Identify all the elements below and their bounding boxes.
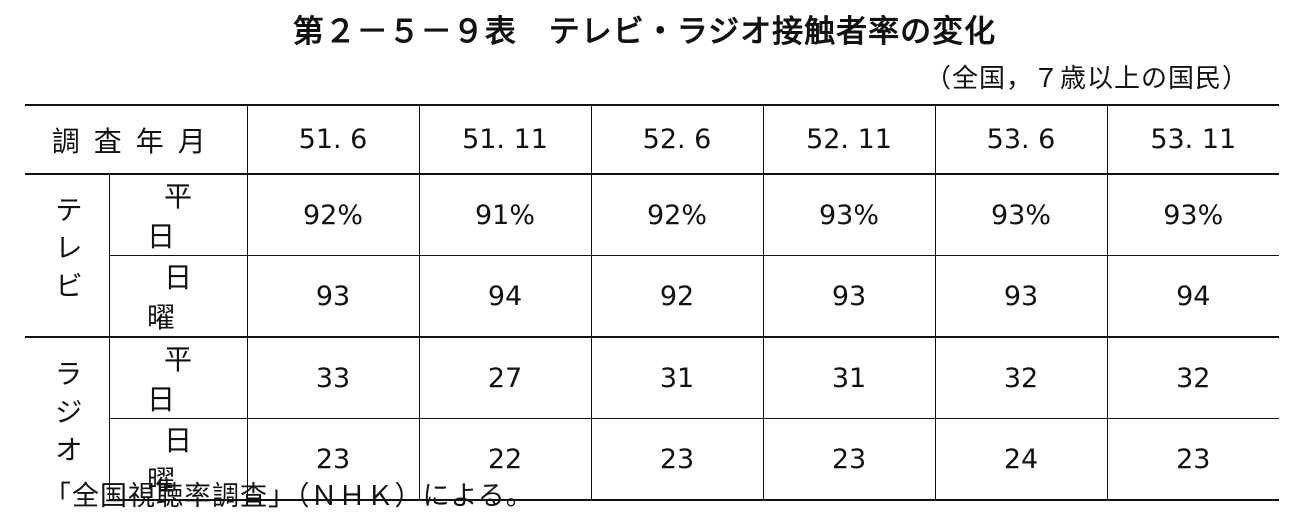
table-title: 第２－５－９表 テレビ・ラジオ接触者率の変化 [292, 14, 997, 50]
column-header: 52. 6 [590, 104, 764, 174]
table-cell: 32 [1106, 336, 1280, 419]
table-cell: 92% [590, 173, 764, 256]
row-label-cell: 日曜 [108, 255, 248, 337]
table-cell: 23 [246, 418, 420, 501]
table-cell: 23 [1106, 418, 1280, 501]
table-cell: 92% [246, 173, 420, 256]
table-cell: 93% [934, 173, 1108, 256]
table-cell: 93% [762, 173, 936, 256]
header-row: 調査年月 51. 6 51. 11 52. 6 52. 11 53. 6 53.… [25, 104, 1280, 174]
table-cell: 92 [590, 255, 764, 337]
column-header: 53. 6 [934, 104, 1108, 174]
row-label: 平日 [147, 180, 227, 253]
table-subtitle: （全国，７歳以上の国民） [924, 64, 1249, 94]
group-label-cell-radio: ラジオ [25, 336, 109, 500]
header-label: 調査年月 [51, 124, 220, 158]
row-label: 日曜 [147, 424, 227, 497]
table-cell: 23 [762, 418, 936, 501]
table-row: テレビ 平日 92% 91% 92% 93% 93% 93% [25, 173, 1280, 337]
table-cell: 93 [246, 255, 420, 337]
table-cell: 93 [934, 255, 1108, 337]
column-header: 52. 11 [762, 104, 936, 174]
row-label-cell: 平日 [108, 173, 248, 256]
table-cell: 31 [590, 336, 764, 419]
footnote: 「全国視聴率調査」（ＮＨＫ）による。 [44, 481, 534, 512]
table-cell: 31 [762, 336, 936, 419]
row-label: 平日 [147, 343, 227, 416]
table-cell: 94 [418, 255, 592, 337]
data-table: 調査年月 51. 6 51. 11 52. 6 52. 11 53. 6 53.… [25, 104, 1280, 501]
table-cell: 91% [418, 173, 592, 256]
row-label-cell: 日曜 [108, 418, 248, 501]
table-cell: 27 [418, 336, 592, 419]
group-label-radio: ラジオ [50, 358, 84, 473]
table-row: 日曜 93 94 92 93 93 94 [25, 255, 1280, 337]
table-row: ラジオ 平日 33 27 31 31 32 32 [25, 336, 1280, 500]
table-cell: 22 [418, 418, 592, 501]
table-cell: 93 [762, 255, 936, 337]
table-cell: 33 [246, 336, 420, 419]
header-label-cell: 調査年月 [25, 104, 248, 174]
column-header: 51. 6 [246, 104, 420, 174]
table-row: 日曜 23 22 23 23 24 23 [25, 418, 1280, 501]
table-cell: 93% [1106, 173, 1280, 256]
column-header: 53. 11 [1106, 104, 1280, 174]
table-cell: 94 [1106, 255, 1280, 337]
group-label-cell-tv: テレビ [25, 173, 109, 337]
group-label-tv: テレビ [50, 195, 84, 309]
row-label-cell: 平日 [108, 336, 248, 419]
table-cell: 32 [934, 336, 1108, 419]
table-cell: 24 [934, 418, 1108, 501]
column-header: 51. 11 [418, 104, 592, 174]
table-cell: 23 [590, 418, 764, 501]
row-label: 日曜 [147, 261, 227, 334]
